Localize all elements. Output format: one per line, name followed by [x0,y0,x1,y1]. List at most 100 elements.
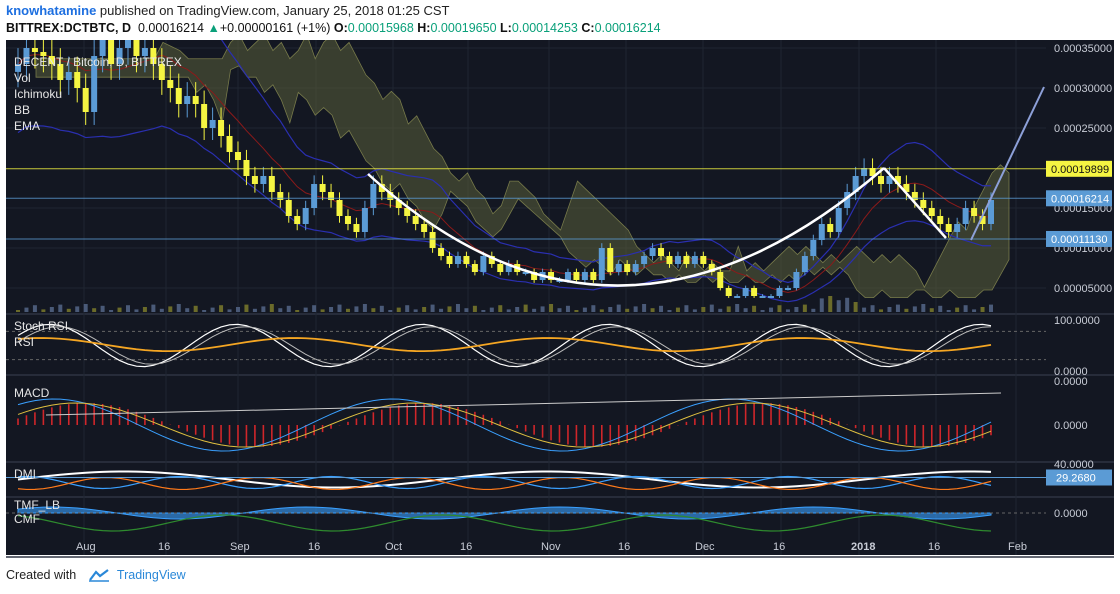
candle-body [218,120,225,136]
trend-arrow-line [970,86,1045,241]
candle-body [48,56,55,64]
date-tick-label: 16 [618,541,630,553]
candle-body [844,192,851,208]
macd-line [17,398,992,452]
candle-body [328,192,335,200]
candle-body [861,168,868,176]
low-label: L: [500,21,512,35]
tradingview-logo-icon [88,569,109,582]
volume-bar [608,307,613,312]
volume-bar [159,308,164,312]
bb-lower-line [17,125,991,303]
candle-body [302,208,309,224]
cmf-legend: CMF [14,512,40,526]
volume-bar [235,307,240,312]
volume-bar [16,310,20,312]
candle-body [903,184,910,192]
volume-bar [439,308,444,312]
candle-body [370,184,377,208]
tmf-title: TMF_LB [14,498,60,512]
volume-bar [659,305,664,312]
date-tick-label: Oct [385,541,402,553]
volume-bar [405,305,410,312]
candle-body [531,272,538,280]
volume-bar [828,296,833,312]
volume-bar [752,305,757,312]
tradingview-link[interactable]: TradingView [116,568,186,582]
legend-vol: Vol [14,71,31,85]
volume-bar [972,309,977,312]
volume-bar [879,309,884,312]
stoch-d-line [17,326,992,365]
candle-body [344,216,351,224]
high-label: H: [417,21,431,35]
dmi-title: DMI [14,467,36,481]
legend-bb: BB [14,103,30,117]
volume-bar [489,307,494,312]
candle-body [564,272,571,280]
cmf-line [17,514,992,532]
axes: 0.000350000.000300000.000250000.00015000… [76,43,1112,553]
tmf-tick-label: 0.0000 [1054,508,1088,520]
candle-body [268,176,275,192]
candle-body [615,264,622,272]
price-tick-label: 0.00030000 [1054,83,1112,95]
candle-body [632,264,639,272]
volume-bar [904,308,909,312]
candle-body [336,200,343,216]
candle-body [404,208,411,216]
candle-body [251,176,258,184]
macd-tick-label: 0.0000 [1054,420,1088,432]
price-tick-label: 0.00025000 [1054,123,1112,135]
handle-line [883,167,947,239]
candle-body [395,200,402,208]
candle-body [184,96,191,104]
trading-chart[interactable]: DECENT / Bitcoin, D, BITTREX Vol Ichimoku B… [6,40,1114,562]
stoch-tick-label: 0.0000 [1054,366,1088,378]
candle-body [201,104,208,128]
volume-bar [912,306,917,312]
volume-bars [16,296,993,312]
volume-bar [320,309,325,312]
last-price: 0.00016214 [137,21,204,35]
stoch-k-line [17,323,992,368]
candle-body [556,280,563,282]
date-tick-label: 2018 [851,541,875,553]
candle-body [243,160,250,176]
candle-body [277,192,284,200]
candle-body [590,272,597,280]
date-tick-label: Aug [76,541,96,553]
bb-upper-line [221,40,991,284]
candle-body [65,72,72,80]
footer: Created with TradingView [6,568,186,582]
volume-bar [726,306,731,312]
volume-bar [946,310,951,312]
volume-bar [362,304,367,312]
date-tick-label: 16 [308,541,320,553]
volume-bar [785,309,790,312]
price-change: +0.00000161 (+1%) [219,21,331,35]
candle-body [454,256,461,264]
candle-body [920,200,927,208]
indicator-panes [6,323,1046,532]
high-value: 0.00019650 [430,21,497,35]
volume-bar [845,297,850,312]
candle-body [158,64,165,80]
candle-body [285,200,292,216]
candle-body [979,216,986,224]
author-link[interactable]: knowhatamine [6,3,97,18]
volume-bar [735,304,740,312]
publish-info: knowhatamine published on TradingView.co… [6,3,449,18]
candle-body [691,256,698,264]
volume-bar [870,305,875,312]
candle-body [894,176,901,184]
volume-bar [58,304,63,312]
volume-bar [887,307,892,312]
volume-bar [354,306,359,312]
rsi-legend: RSI [14,335,34,349]
candle-body [928,208,935,216]
date-tick-label: Sep [230,541,250,553]
candle-body [353,224,360,232]
volume-bar [447,306,452,312]
volume-bar [506,309,511,312]
